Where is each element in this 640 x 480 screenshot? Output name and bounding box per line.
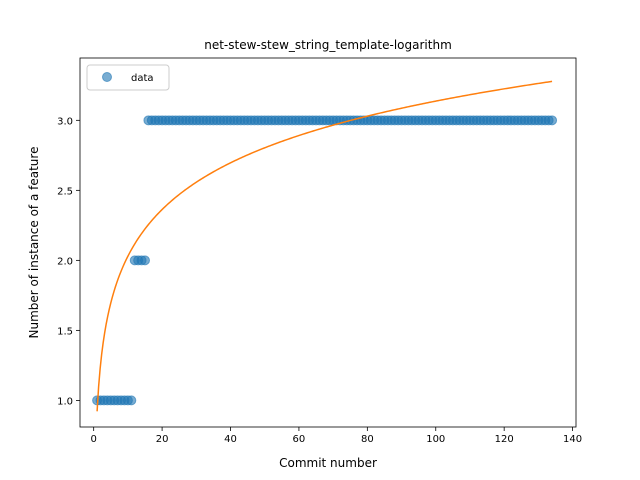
x-tick-label: 140 bbox=[563, 434, 582, 445]
legend: data bbox=[86, 64, 170, 91]
x-tick-label: 100 bbox=[426, 434, 445, 445]
y-tick-label: 1.0 bbox=[57, 396, 73, 407]
x-tick-label: 120 bbox=[495, 434, 514, 445]
x-tick-label: 20 bbox=[156, 434, 169, 445]
y-tick-label: 2.0 bbox=[57, 256, 73, 267]
legend-marker bbox=[102, 72, 112, 82]
data-point bbox=[139, 255, 150, 266]
x-axis-label: Commit number bbox=[279, 456, 377, 470]
y-tick-label: 2.5 bbox=[57, 186, 73, 197]
data-point bbox=[547, 115, 558, 126]
chart-title: net-stew-stew_string_template-logarithm bbox=[204, 38, 452, 52]
plot-frame bbox=[79, 57, 577, 428]
x-tick-label: 80 bbox=[361, 434, 374, 445]
legend-label-data: data bbox=[131, 73, 154, 84]
x-tick-label: 60 bbox=[293, 434, 306, 445]
y-axis-label: Number of instance of a feature bbox=[27, 147, 41, 339]
plot-area bbox=[92, 80, 558, 412]
fit-line bbox=[96, 80, 553, 412]
axes: 0 20 40 60 80 100 120 140 1.0 1.5 2.0 2.5 3.0 bbox=[57, 116, 582, 445]
x-tick-label: 0 bbox=[90, 434, 96, 445]
legend-box bbox=[86, 64, 170, 91]
x-tick-label: 40 bbox=[224, 434, 237, 445]
y-tick-label: 3.0 bbox=[57, 116, 73, 127]
y-tick-label: 1.5 bbox=[57, 326, 73, 337]
data-point bbox=[126, 395, 137, 406]
